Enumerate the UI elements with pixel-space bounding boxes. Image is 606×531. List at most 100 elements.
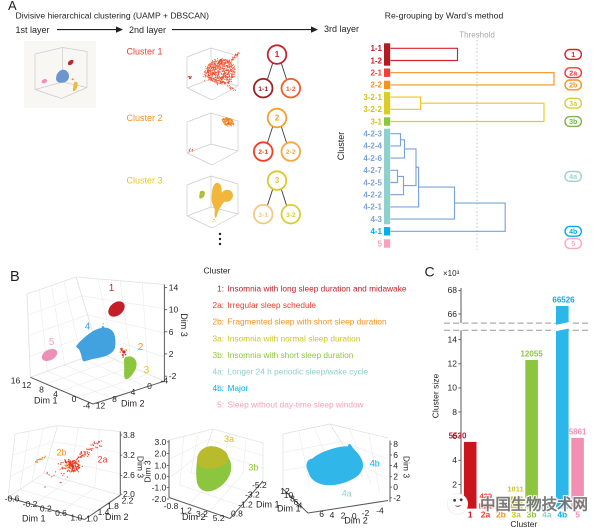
svg-text:Cluster: Cluster xyxy=(510,519,537,529)
svg-text:1.0: 1.0 xyxy=(86,514,98,524)
svg-text:0: 0 xyxy=(147,381,152,391)
svg-text:4: 4 xyxy=(298,501,303,511)
svg-text:2a: 2a xyxy=(569,70,577,77)
svg-text:2-2: 2-2 xyxy=(286,149,296,156)
svg-text:-1.2: -1.2 xyxy=(238,500,253,510)
svg-text:8: 8 xyxy=(39,385,44,395)
svg-text:Dim 3: Dim 3 xyxy=(135,456,145,478)
svg-text:2: 2 xyxy=(341,511,346,521)
svg-text:2a: 2a xyxy=(97,455,107,465)
svg-text:3-2: 3-2 xyxy=(286,212,296,219)
svg-text:4: 4 xyxy=(330,510,335,520)
svg-text:-5.2: -5.2 xyxy=(252,480,267,490)
svg-text:Insomnia with long sleep durat: Insomnia with long sleep duration and mi… xyxy=(228,284,407,294)
svg-text:10: 10 xyxy=(169,305,179,315)
svg-text:3.0: 3.0 xyxy=(154,437,166,447)
svg-text:1: 1 xyxy=(571,52,575,59)
svg-text:1-2: 1-2 xyxy=(370,56,382,65)
svg-text:Longer 24 h periodic sleep/wak: Longer 24 h periodic sleep/wake cycle xyxy=(228,367,369,377)
svg-text:3a: 3a xyxy=(511,510,521,520)
svg-text:12055: 12055 xyxy=(520,349,543,358)
svg-text:5: 5 xyxy=(49,337,55,348)
svg-text:4: 4 xyxy=(53,389,58,399)
svg-text:1:: 1: xyxy=(217,284,224,294)
svg-text:1: 1 xyxy=(275,50,280,59)
svg-text:4: 4 xyxy=(85,322,91,333)
svg-text:12: 12 xyxy=(448,359,458,369)
svg-text:8: 8 xyxy=(112,394,117,404)
svg-text:4-2-6: 4-2-6 xyxy=(363,154,382,163)
svg-text:4-2-2: 4-2-2 xyxy=(363,191,382,200)
svg-text:3b: 3b xyxy=(569,119,577,126)
svg-text:1.0: 1.0 xyxy=(154,461,166,471)
svg-text:Sleep without day-time sleep w: Sleep without day-time sleep window xyxy=(228,400,365,410)
svg-text:66526: 66526 xyxy=(552,295,575,304)
svg-text:4b: 4b xyxy=(569,229,577,236)
svg-text:Insomnia with short sleep dura: Insomnia with short sleep duration xyxy=(228,350,354,360)
svg-text:12: 12 xyxy=(280,486,290,496)
svg-text:A: A xyxy=(8,0,17,13)
svg-text:3b: 3b xyxy=(248,463,258,473)
svg-text:1.8: 1.8 xyxy=(107,501,119,511)
svg-text:Dim 3: Dim 3 xyxy=(402,456,412,478)
svg-text:4-1: 4-1 xyxy=(370,227,382,236)
svg-text:2.0: 2.0 xyxy=(154,448,166,458)
svg-text:Cluster: Cluster xyxy=(336,132,346,161)
svg-text:2: 2 xyxy=(169,349,174,359)
svg-text:2-1: 2-1 xyxy=(258,149,268,156)
svg-text:-4: -4 xyxy=(376,506,384,516)
svg-text:4-2-3: 4-2-3 xyxy=(363,130,382,139)
svg-text:0.2: 0.2 xyxy=(40,504,52,514)
svg-text:-4: -4 xyxy=(83,400,91,410)
svg-text:66: 66 xyxy=(448,309,458,319)
svg-text:2.0: 2.0 xyxy=(123,489,135,499)
svg-text:Cluster 3: Cluster 3 xyxy=(127,176,163,186)
svg-text:4b:: 4b: xyxy=(212,383,224,393)
svg-text:2b: 2b xyxy=(569,83,577,90)
svg-text:Dim 2: Dim 2 xyxy=(344,516,368,526)
svg-text:6: 6 xyxy=(393,450,398,460)
svg-text:0: 0 xyxy=(72,394,77,404)
svg-text:4-2-1: 4-2-1 xyxy=(363,203,382,212)
svg-text:14: 14 xyxy=(448,334,458,344)
svg-text:Dim 3: Dim 3 xyxy=(179,313,189,337)
svg-text:-2: -2 xyxy=(362,508,370,518)
svg-text:0.8: 0.8 xyxy=(231,509,243,519)
svg-text:中国生物技术网: 中国生物技术网 xyxy=(480,495,588,514)
svg-text:3.2: 3.2 xyxy=(123,450,135,460)
svg-text:3.8: 3.8 xyxy=(123,430,135,440)
svg-text:0: 0 xyxy=(352,511,357,521)
svg-text:3a:: 3a: xyxy=(212,333,224,343)
svg-text:Insomnia with normal sleep dur: Insomnia with normal sleep duration xyxy=(228,333,361,343)
svg-text:10: 10 xyxy=(284,490,294,500)
svg-text:Cluster size: Cluster size xyxy=(431,374,441,419)
svg-text:8: 8 xyxy=(290,494,295,504)
svg-text:5861: 5861 xyxy=(569,428,587,437)
svg-text:12: 12 xyxy=(96,400,106,410)
svg-text:1-1: 1-1 xyxy=(370,44,382,53)
svg-text:3-1: 3-1 xyxy=(370,117,382,126)
svg-text:1st layer: 1st layer xyxy=(16,25,50,35)
svg-text:1.4: 1.4 xyxy=(98,507,110,517)
svg-text:Dim 1: Dim 1 xyxy=(256,500,280,510)
svg-text:1.2: 1.2 xyxy=(180,506,192,516)
svg-text:Dim 2: Dim 2 xyxy=(105,512,129,522)
svg-text:4b: 4b xyxy=(370,459,380,469)
svg-text:4-2-5: 4-2-5 xyxy=(363,178,382,187)
svg-text:1: 1 xyxy=(109,283,115,294)
svg-text:16: 16 xyxy=(11,375,21,385)
svg-text:8: 8 xyxy=(393,439,398,449)
svg-text:3a: 3a xyxy=(224,434,234,444)
svg-text:5.2: 5.2 xyxy=(213,513,225,523)
svg-text:4a: 4a xyxy=(542,510,552,520)
svg-text:4a:: 4a: xyxy=(212,367,224,377)
svg-text:2nd layer: 2nd layer xyxy=(129,25,166,35)
svg-text:-3.2: -3.2 xyxy=(245,490,260,500)
svg-text:B: B xyxy=(10,269,20,285)
svg-text:Irregular sleep schedule: Irregular sleep schedule xyxy=(228,300,317,310)
svg-text:3: 3 xyxy=(275,176,280,185)
svg-text:Dim 2: Dim 2 xyxy=(121,399,145,409)
svg-text:3-2-1: 3-2-1 xyxy=(363,93,382,102)
svg-text:4b: 4b xyxy=(557,510,567,520)
svg-text:3rd layer: 3rd layer xyxy=(324,24,359,34)
